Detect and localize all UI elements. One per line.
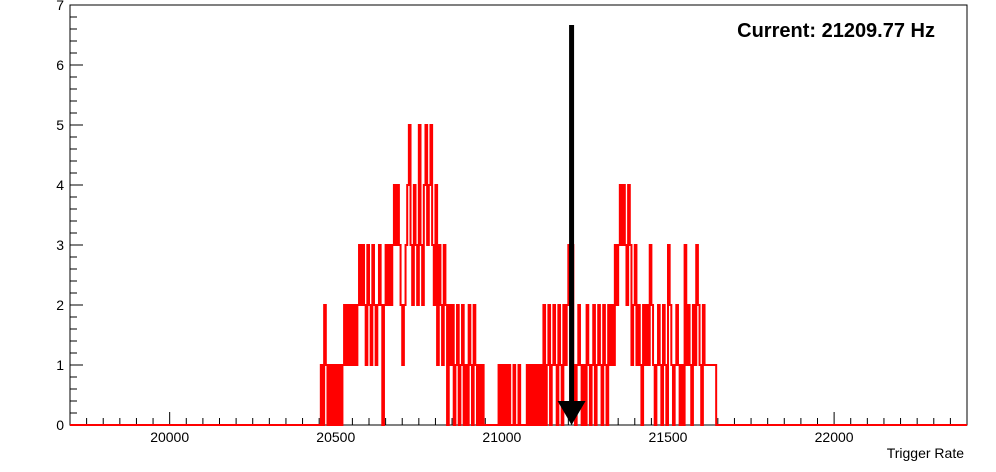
y-tick-label: 0 [56,417,64,433]
y-tick-label: 1 [56,357,64,373]
y-tick-label: 6 [56,57,64,73]
axes: 0 1 2 3 4 5 6 7 20000 20500 21000 21500 22000 [56,0,968,445]
current-marker [557,25,586,425]
current-rate-annotation: Current: 21209.77 Hz [737,20,935,42]
plot-frame [69,4,968,426]
y-tick-label: 2 [56,297,64,313]
x-tick-label: 21500 [649,429,688,445]
x-tick-label: 20500 [316,429,355,445]
y-tick-label: 5 [56,117,64,133]
x-tick-label: 21000 [482,429,521,445]
y-tick-label: 7 [56,0,64,13]
x-tick-label: 22000 [815,429,854,445]
histogram-series [70,124,967,426]
marker-arrowhead [557,401,586,425]
x-axis-label: Trigger Rate [887,445,965,461]
y-tick-label: 3 [56,237,64,253]
y-tick-label: 4 [56,177,64,193]
x-tick-label: 20000 [150,429,189,445]
